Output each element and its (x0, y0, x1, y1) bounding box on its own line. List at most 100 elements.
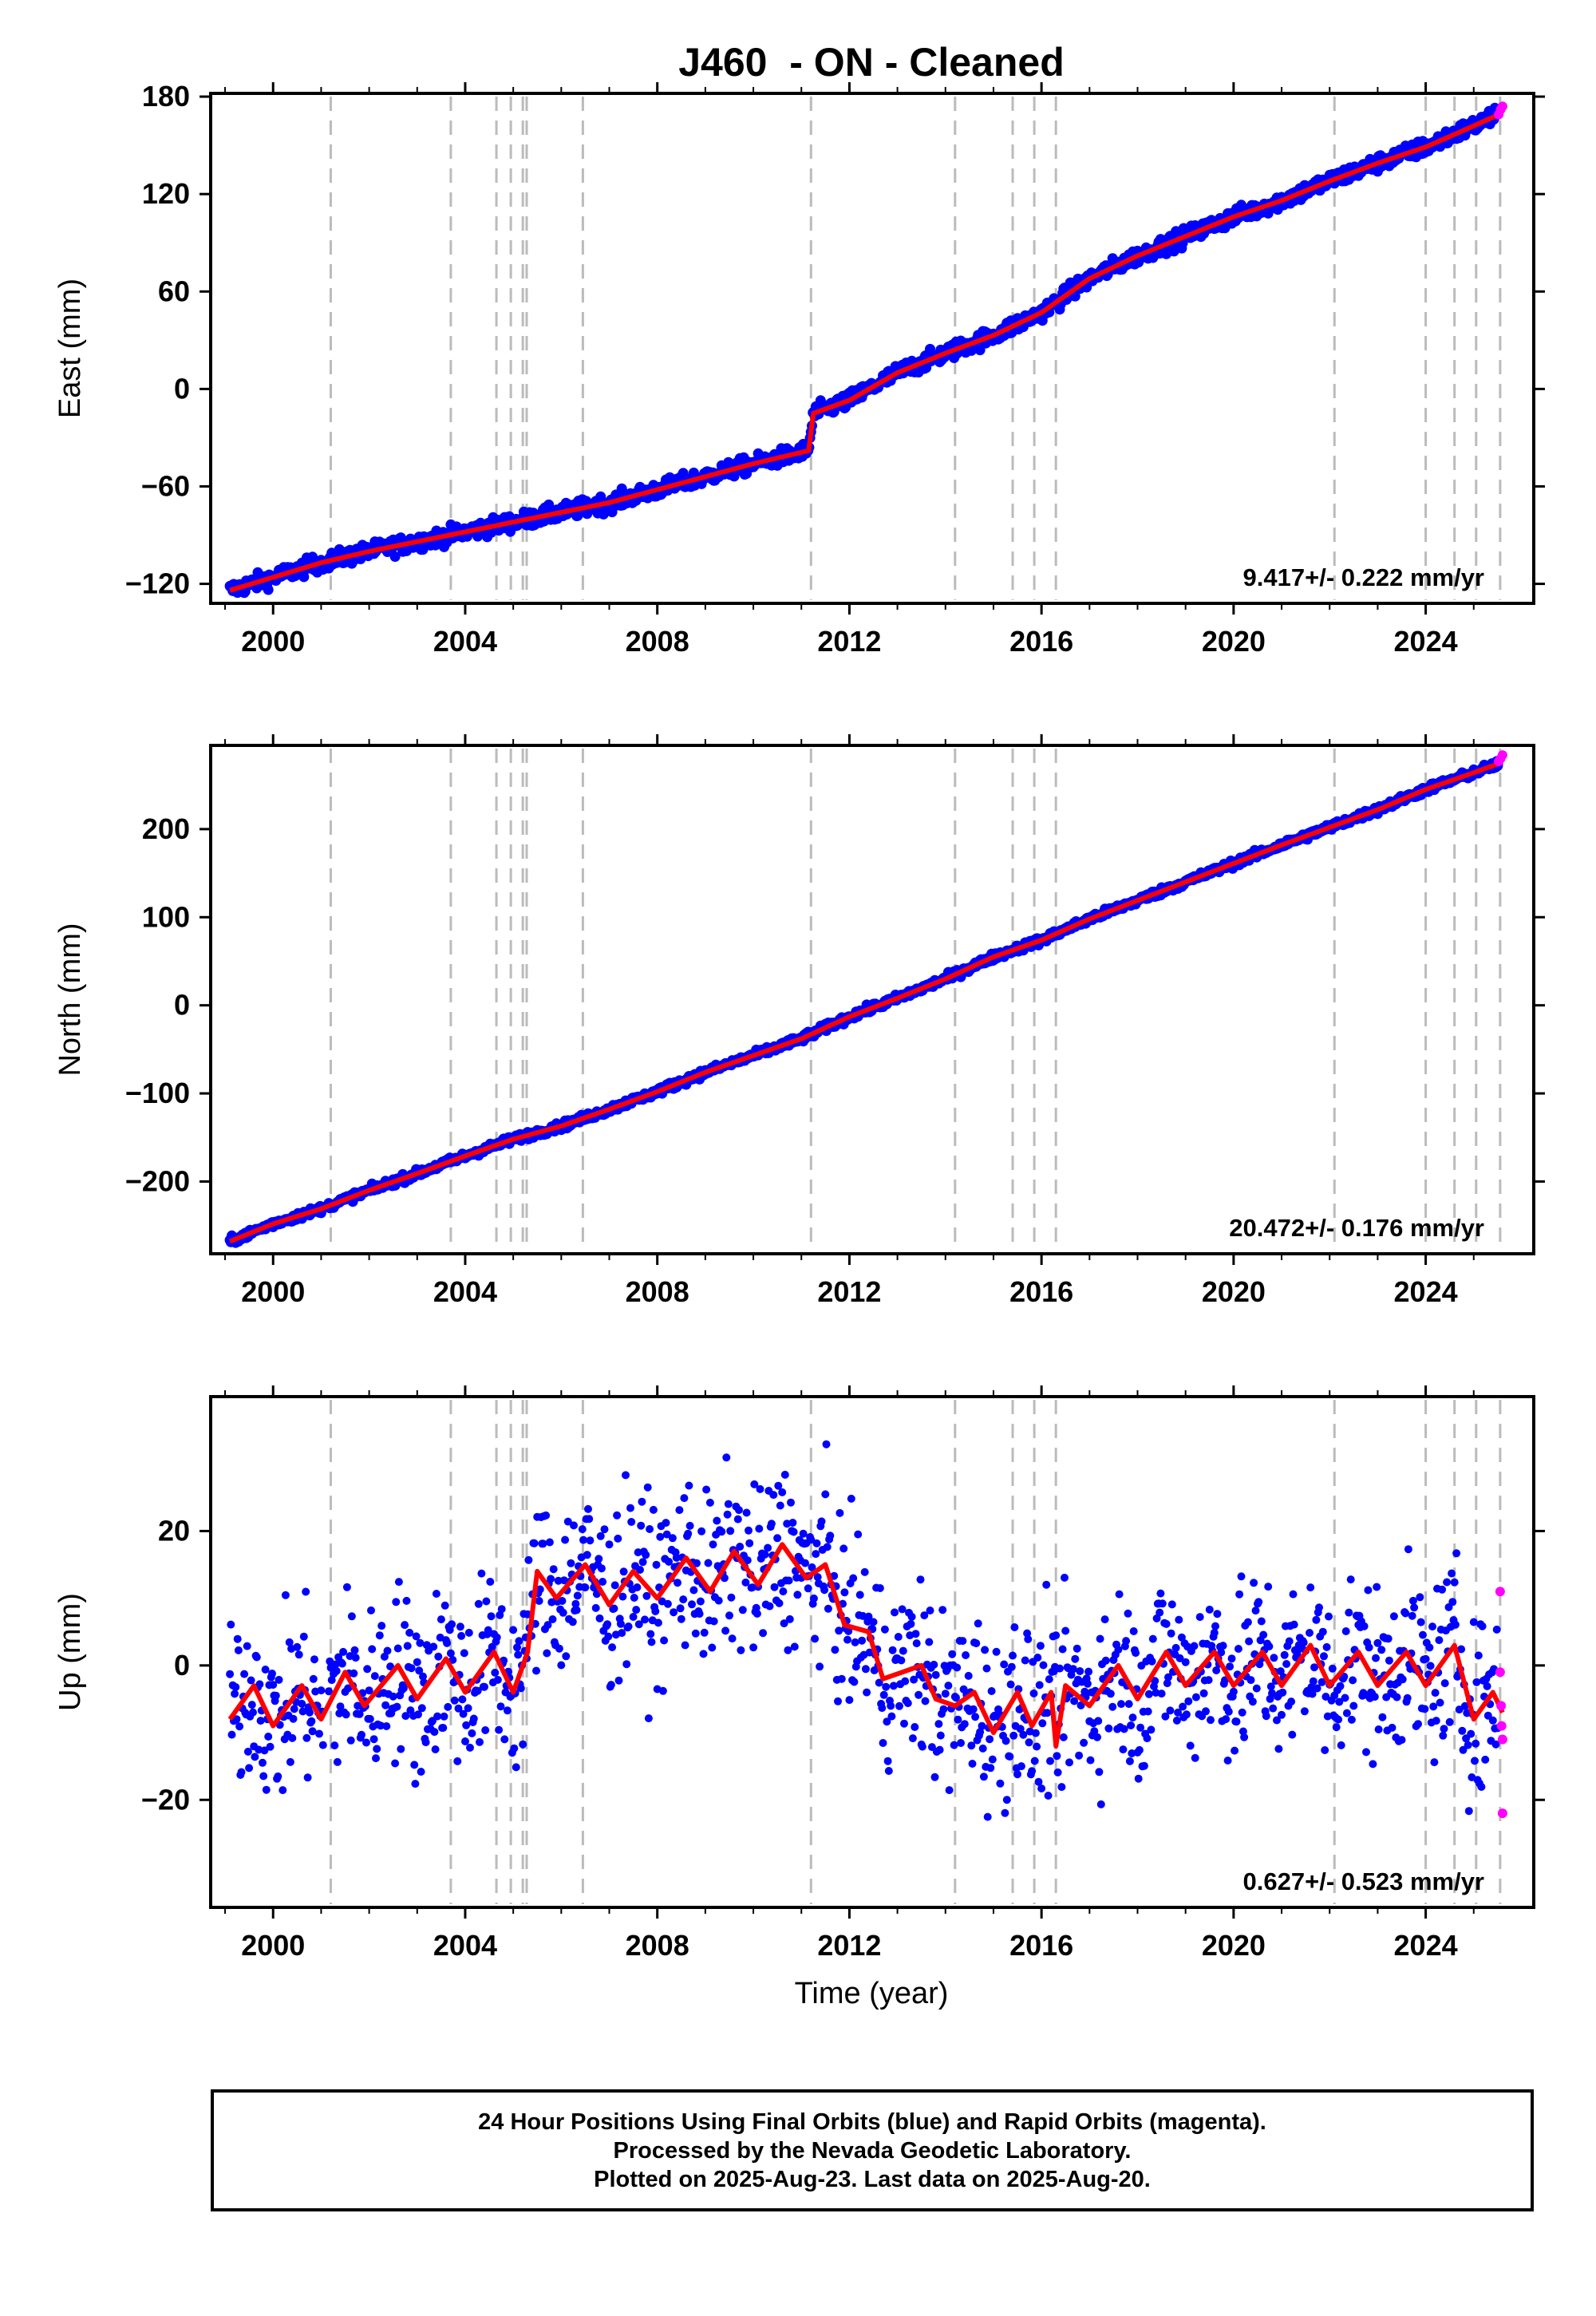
data-point (380, 1652, 389, 1661)
data-point (962, 1651, 970, 1659)
data-point (793, 1591, 802, 1599)
data-point (1235, 1590, 1244, 1599)
data-point (824, 1604, 832, 1613)
data-point (227, 1620, 235, 1629)
data-point (850, 1678, 859, 1686)
data-point (355, 1709, 364, 1718)
data-point (1157, 1690, 1166, 1698)
data-point (232, 1715, 241, 1724)
data-point (1300, 1707, 1309, 1716)
model-curve (229, 110, 1504, 593)
data-point (554, 1576, 563, 1585)
x-tick-label: 2000 (241, 625, 305, 658)
data-point (1259, 1630, 1268, 1639)
data-point (952, 1694, 960, 1702)
data-point (1345, 1608, 1353, 1617)
x-tick-label: 2016 (1009, 1929, 1073, 1962)
data-point (268, 1670, 276, 1678)
data-point (1403, 1694, 1412, 1702)
data-point (1374, 1725, 1383, 1733)
data-point (245, 1764, 254, 1773)
data-point (1199, 1689, 1208, 1697)
data-point (638, 1497, 646, 1506)
data-point (309, 1674, 318, 1683)
data-point (691, 1629, 700, 1638)
data-point (1124, 1700, 1133, 1709)
data-point (938, 1606, 947, 1614)
data-point (801, 1559, 809, 1567)
data-point (714, 1596, 723, 1605)
data-point (454, 1704, 463, 1713)
y-tick-label: −60 (141, 469, 190, 502)
data-point (847, 1494, 855, 1503)
data-point (767, 1520, 776, 1528)
data-point (1246, 1676, 1255, 1685)
data-point (944, 1682, 953, 1690)
data-point (787, 1498, 795, 1507)
data-point (342, 1583, 351, 1591)
data-point (737, 1646, 745, 1654)
x-tick-label: 2008 (626, 1275, 689, 1308)
data-point (789, 1528, 798, 1536)
data-point (1472, 1739, 1480, 1748)
data-point (514, 1650, 523, 1659)
data-point (539, 1539, 547, 1548)
data-point (1312, 1615, 1321, 1624)
x-tick-label: 2024 (1394, 625, 1458, 658)
data-point (1075, 1751, 1084, 1760)
data-point (486, 1578, 495, 1586)
data-point (492, 1633, 501, 1642)
data-point (262, 1785, 271, 1794)
data-point (854, 1530, 863, 1539)
data-point (685, 1481, 693, 1490)
data-point (696, 1597, 705, 1606)
y-tick-label: 200 (142, 812, 190, 845)
data-point (1373, 1583, 1381, 1591)
data-point (332, 1666, 341, 1675)
data-point (1336, 1682, 1345, 1690)
data-point (903, 1699, 912, 1708)
data-point (869, 1618, 878, 1626)
data-point (450, 1696, 459, 1705)
data-point (964, 1671, 973, 1680)
data-point (1445, 1717, 1454, 1726)
data-point (1252, 1684, 1261, 1693)
data-point (728, 1634, 737, 1643)
data-point (945, 1786, 954, 1795)
x-tick-label: 2000 (241, 1929, 305, 1962)
data-point (1065, 1758, 1073, 1767)
data-point (1005, 1753, 1014, 1761)
data-point (412, 1632, 421, 1641)
data-point (1471, 1757, 1479, 1765)
data-point (1151, 1677, 1159, 1686)
data-point (981, 1646, 990, 1654)
data-point (350, 1669, 358, 1678)
data-point (1401, 1609, 1410, 1618)
data-point (547, 1575, 555, 1583)
data-point (604, 1632, 613, 1641)
data-point (1280, 1650, 1289, 1659)
data-point (1184, 1697, 1193, 1705)
x-tick-label: 2020 (1202, 1275, 1266, 1308)
data-point (1464, 1807, 1473, 1816)
data-point (887, 1701, 895, 1710)
data-point (1096, 1800, 1105, 1808)
data-point (1467, 1729, 1476, 1738)
data-point (1243, 1618, 1252, 1626)
data-point (444, 1702, 452, 1711)
data-point (481, 1726, 490, 1734)
data-point (1037, 1784, 1046, 1792)
data-point (1432, 1717, 1440, 1725)
data-point (775, 1599, 784, 1607)
data-point (823, 1543, 832, 1551)
data-point (605, 1540, 614, 1549)
data-point (377, 1622, 386, 1630)
data-point (759, 1629, 768, 1638)
data-point (1227, 1654, 1236, 1663)
data-point (812, 1539, 821, 1547)
data-point (555, 1644, 563, 1653)
data-point (249, 1708, 257, 1717)
y-axis-label: East (mm) (53, 279, 87, 418)
data-point (888, 1646, 897, 1654)
data-point (432, 1590, 440, 1598)
